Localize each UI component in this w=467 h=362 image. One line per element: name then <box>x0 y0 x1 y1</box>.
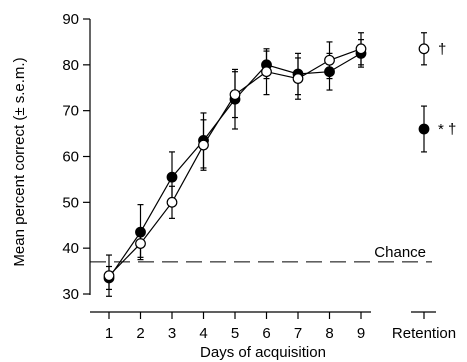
data-point <box>292 73 304 84</box>
data-point <box>229 89 241 101</box>
x-tick-label: 1 <box>105 325 113 342</box>
retention-annotation: † <box>438 41 446 58</box>
y-axis-label: Mean percent correct (± s.e.m.) <box>11 57 28 266</box>
x-tick-label: 4 <box>199 325 207 342</box>
chance-label: Chance <box>374 244 426 261</box>
x-tick-label: 7 <box>294 325 302 342</box>
x-axis-label: Days of acquisition <box>200 344 326 361</box>
retention-group: * † † <box>418 32 456 153</box>
data-point <box>135 238 146 249</box>
x-tick-label: 6 <box>262 325 270 342</box>
axes: 30 40 50 60 70 80 90 1 2 3 4 5 6 7 8 9 Retention <box>62 11 456 342</box>
x-tick-label: 9 <box>357 325 365 342</box>
x-tick-label-retention: Retention <box>392 325 456 342</box>
x-tick-label: 2 <box>136 325 144 342</box>
markers-open <box>103 43 367 282</box>
retention-annotation: * † <box>438 121 456 138</box>
y-tick-label: 30 <box>62 286 79 303</box>
y-tick-label: 50 <box>62 194 79 211</box>
y-tick-label: 70 <box>62 103 79 120</box>
data-point <box>198 139 209 151</box>
data-point <box>135 226 146 238</box>
data-point <box>355 43 367 55</box>
data-point <box>166 171 178 183</box>
y-tick-label: 60 <box>62 149 79 166</box>
data-point <box>103 270 115 282</box>
data-point <box>324 54 335 66</box>
retention-point <box>418 43 430 55</box>
y-tick-label: 40 <box>62 240 79 257</box>
x-tick-label: 8 <box>325 325 333 342</box>
x-tick-label: 5 <box>231 325 239 342</box>
data-point <box>261 66 272 78</box>
data-point <box>324 66 335 78</box>
y-tick-label: 80 <box>62 57 79 74</box>
chance-line-group: Chance <box>90 244 432 263</box>
x-tick-label: 3 <box>168 325 176 342</box>
series-group <box>103 32 367 297</box>
y-tick-label: 90 <box>62 11 79 28</box>
data-point <box>166 196 178 208</box>
retention-point <box>418 123 430 135</box>
